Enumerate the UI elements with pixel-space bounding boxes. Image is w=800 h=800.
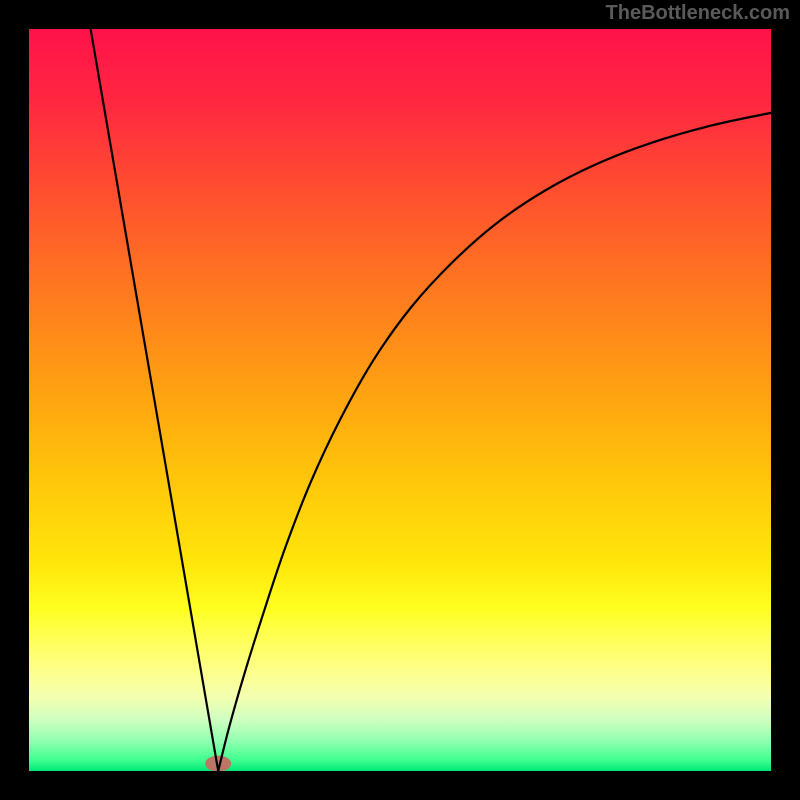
plot-area <box>29 29 771 771</box>
plot-svg <box>29 29 771 771</box>
watermark-text: TheBottleneck.com <box>606 2 790 25</box>
chart-container: TheBottleneck.com <box>0 0 800 800</box>
